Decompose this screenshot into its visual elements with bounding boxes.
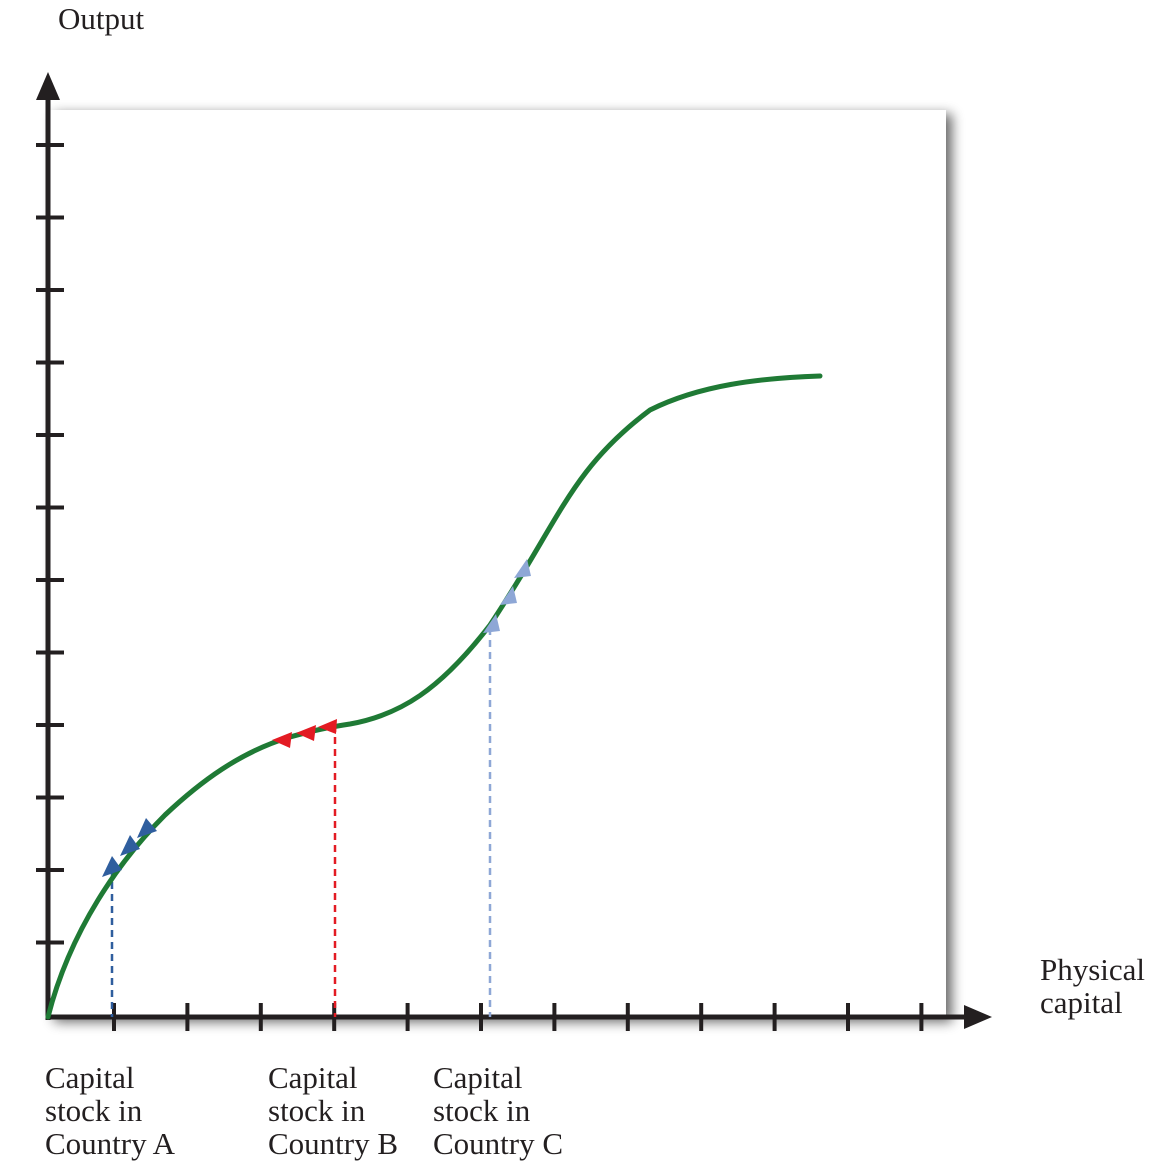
arrows-country-a	[102, 818, 157, 877]
arrows-country-b	[272, 719, 337, 748]
label-country-a: Capital stock in Country A	[45, 1061, 175, 1160]
x-axis-label-line1: Physical	[1040, 952, 1146, 987]
label-country-c-line3: Country C	[433, 1126, 564, 1161]
arrow-b-3	[318, 719, 337, 734]
arrow-a-2	[120, 835, 140, 856]
label-country-b-line2: stock in	[268, 1093, 366, 1128]
label-country-b-line3: Country B	[268, 1126, 399, 1161]
y-axis-arrowhead	[36, 72, 60, 100]
arrow-c-1	[483, 614, 500, 633]
arrow-c-3	[514, 559, 531, 578]
x-axis-arrowhead	[964, 1005, 992, 1029]
arrow-b-1	[272, 732, 292, 748]
label-country-b-line1: Capital	[268, 1060, 358, 1095]
x-axis-ticks	[112, 1003, 924, 1031]
arrow-c-2	[500, 586, 517, 605]
label-country-c-line2: stock in	[433, 1093, 531, 1128]
x-axis-label: Physical capital	[1040, 953, 1145, 1019]
label-country-a-line3: Country A	[45, 1126, 176, 1161]
label-country-c: Capital stock in Country C	[433, 1061, 563, 1160]
arrow-a-1	[102, 856, 122, 877]
production-function-curve	[45, 373, 823, 1020]
arrow-a-3	[137, 818, 157, 838]
arrows-country-c	[483, 559, 531, 633]
label-country-a-line1: Capital	[45, 1060, 135, 1095]
y-axis-label: Output	[58, 1, 145, 36]
arrow-b-2	[296, 725, 316, 741]
plot-panel	[48, 110, 946, 1018]
label-country-c-line1: Capital	[433, 1060, 523, 1095]
x-axis	[46, 1003, 992, 1031]
label-country-b: Capital stock in Country B	[268, 1061, 398, 1160]
label-country-a-line2: stock in	[45, 1093, 143, 1128]
y-axis-ticks	[36, 143, 64, 945]
x-axis-label-line2: capital	[1040, 985, 1123, 1020]
y-axis	[36, 72, 64, 1020]
